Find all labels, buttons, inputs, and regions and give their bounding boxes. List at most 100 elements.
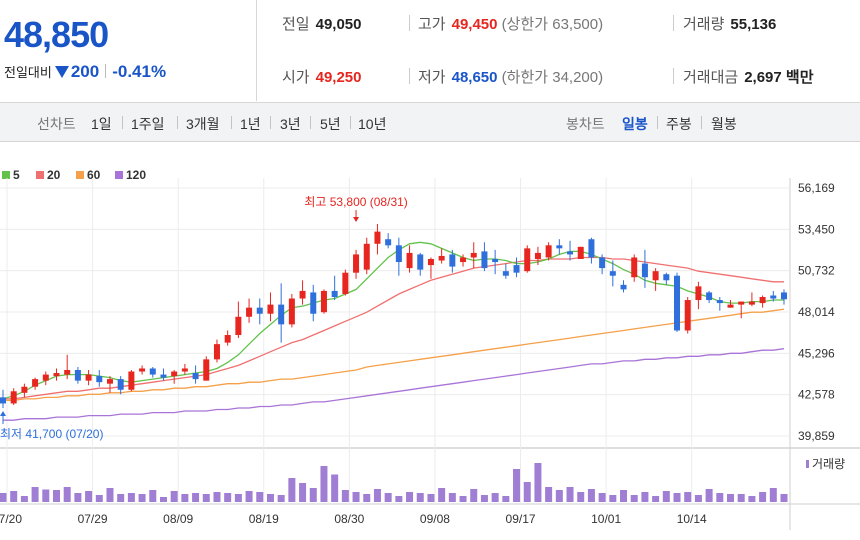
line-chart-label: 선차트 [37, 116, 76, 132]
candle [556, 239, 563, 255]
volume-bar [620, 490, 628, 502]
volume-bar [587, 489, 595, 502]
volume-bar [341, 490, 349, 502]
x-axis-labels: 07/20 07/29 08/09 08/19 08/30 09/08 09/17 10/01… [0, 512, 707, 526]
tab-3m[interactable]: 3개월 [186, 116, 220, 132]
volume-bar [373, 489, 381, 502]
candle-body [449, 254, 456, 267]
candle [738, 301, 745, 319]
y-tick-label: 39,859 [798, 429, 835, 443]
tab-1w[interactable]: 1주일 [131, 116, 165, 132]
candle [567, 240, 574, 261]
ma60-line [3, 308, 785, 402]
y-tick-label: 48,014 [798, 305, 835, 319]
legend-label: 20 [47, 168, 61, 182]
volume-bar [545, 487, 553, 502]
candle-body [10, 391, 17, 404]
candle-body [599, 257, 606, 269]
candle-body [609, 271, 616, 276]
volume-bar [288, 478, 296, 502]
stat-amount: 거래대금 2,697 백만 [683, 66, 814, 87]
tab-10y[interactable]: 10년 [358, 116, 387, 132]
volume-bar [202, 494, 210, 502]
candle [513, 257, 520, 278]
tab-divider [310, 116, 311, 129]
candle [684, 297, 691, 334]
volume-bar [598, 493, 606, 502]
volume-bar [138, 494, 146, 502]
candle-body [320, 290, 327, 313]
candle [320, 289, 327, 314]
volume-bar [673, 493, 681, 502]
candle-body [385, 239, 392, 246]
stat-volume: 거래량 55,136 [683, 13, 776, 34]
legend-label: 120 [126, 168, 147, 182]
candle-body [171, 371, 178, 377]
candle-body [545, 245, 552, 258]
y-tick-label: 53,450 [798, 222, 835, 236]
volume-bar [320, 466, 328, 502]
candle-body [395, 245, 402, 263]
tab-divider [350, 116, 351, 129]
candle [256, 298, 263, 325]
candle [716, 297, 723, 311]
annotations: 최고 53,800 (08/31) 최저 41,700 (07/20) [0, 195, 408, 441]
volume-bar [245, 491, 253, 502]
candle-body [577, 246, 584, 259]
candle-body [620, 284, 627, 290]
volume-bar [352, 492, 360, 502]
candle-body [139, 368, 146, 372]
volume-bars: 거래량 [0, 457, 845, 502]
volume-bar [395, 496, 403, 502]
change-row: 전일대비 200 -0.41% [4, 62, 166, 82]
divider [673, 15, 674, 31]
candle-body [21, 386, 28, 393]
volume-bar [502, 496, 510, 502]
open-label: 시가 [282, 69, 310, 86]
candle-body [85, 374, 92, 381]
legend-ma60: 60 [76, 168, 100, 182]
divider [105, 64, 107, 78]
volume-bar [20, 496, 28, 502]
x-tick-label: 08/30 [334, 512, 364, 526]
candle [235, 301, 242, 339]
volume-bar [566, 487, 574, 502]
candle-body [160, 374, 167, 378]
volume-bar [213, 492, 221, 502]
low-annotation: 최저 41,700 (07/20) [0, 427, 103, 441]
candle-body [534, 252, 541, 259]
candle-body [706, 292, 713, 301]
candle [588, 237, 595, 264]
candle [64, 354, 71, 380]
tab-1d[interactable]: 1일 [91, 116, 112, 132]
candle [438, 248, 445, 264]
prev-close-label: 전일 [282, 16, 310, 33]
candle [663, 272, 670, 285]
tab-weekly[interactable]: 주봉 [666, 116, 692, 132]
candle-body [502, 271, 509, 276]
candle [149, 366, 156, 378]
volume-bar [448, 493, 456, 502]
volume-bar [705, 489, 713, 502]
candle [96, 369, 103, 387]
candle [781, 289, 787, 305]
volume-bar [406, 492, 414, 502]
tab-1y[interactable]: 1년 [240, 116, 261, 132]
tab-monthly[interactable]: 월봉 [711, 116, 737, 132]
candle-body [470, 252, 477, 258]
candle [770, 290, 777, 302]
tab-5y[interactable]: 5년 [320, 116, 341, 132]
grid-lines [0, 178, 860, 530]
moving-average-lines [2, 241, 785, 421]
y-tick-label: 45,296 [798, 346, 835, 360]
high-label: 고가 [418, 16, 446, 33]
volume-bar [85, 491, 93, 502]
tab-daily[interactable]: 일봉 [622, 116, 648, 132]
candle [631, 254, 638, 282]
volume-bar [363, 494, 371, 502]
volume-bar [513, 469, 521, 502]
candle [160, 368, 167, 381]
x-tick-label: 10/14 [677, 512, 707, 526]
tab-3y[interactable]: 3년 [280, 116, 301, 132]
